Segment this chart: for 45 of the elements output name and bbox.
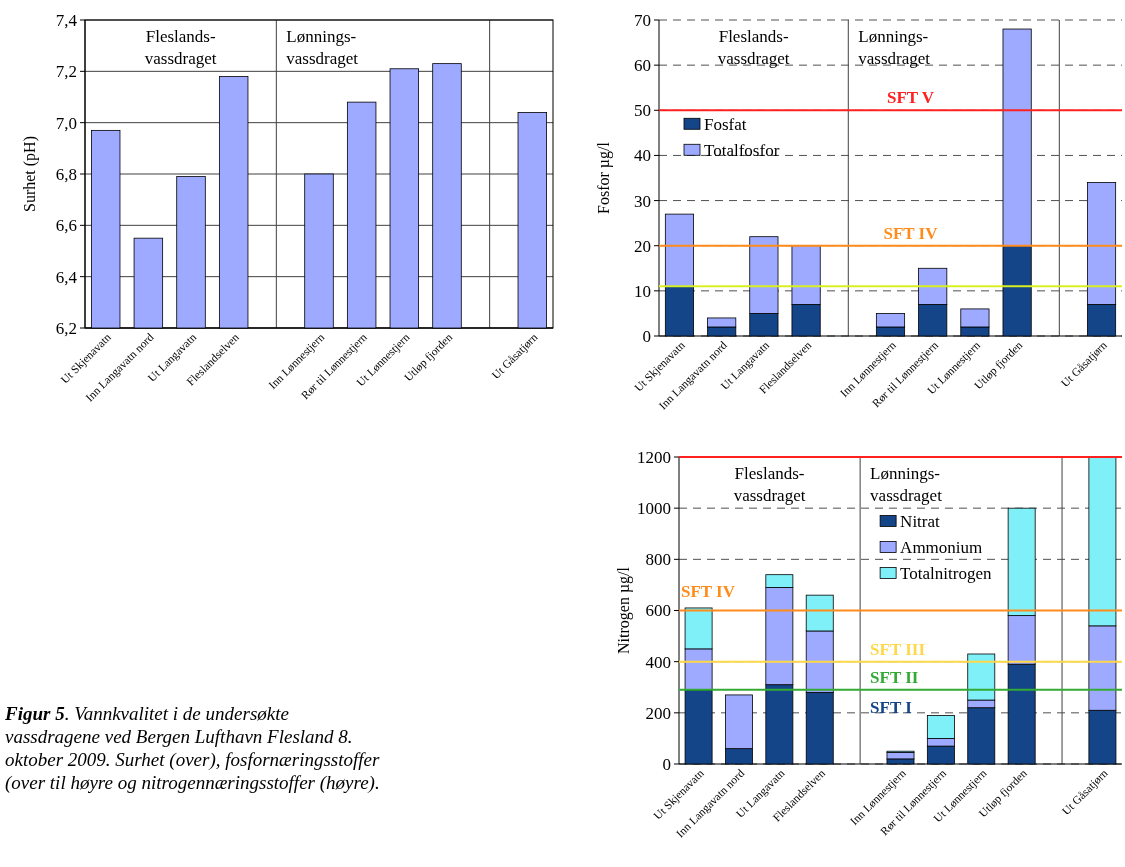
y-tick-label: 0 <box>642 326 651 346</box>
y-tick-label: 1000 <box>637 499 671 519</box>
y-axis-title: Nitrogen µg/l <box>615 566 633 654</box>
y-axis-title: Surhet (pH) <box>21 136 39 212</box>
y-tick-label: 200 <box>645 703 671 723</box>
legend-label: Nitrat <box>900 512 941 532</box>
annotation: Fleslands- vassdraget <box>144 27 217 68</box>
annotation: SFT I <box>870 698 913 718</box>
annotation: Lønnings- vassdraget <box>858 27 931 68</box>
text: Figur 5 <box>4 703 66 724</box>
legend-label: Totalfosfor <box>704 141 780 161</box>
y-tick-label: 6,4 <box>55 267 78 287</box>
y-tick-label: 6,6 <box>55 216 77 236</box>
legend-label: Ammonium <box>900 538 983 558</box>
y-tick-label: 600 <box>645 601 671 621</box>
annotation: Lønnings- vassdraget <box>870 464 943 505</box>
ref-line-label: SFT II <box>870 667 919 687</box>
y-tick-label: 800 <box>645 550 671 570</box>
y-tick-label: 6,2 <box>55 318 77 338</box>
y-tick-label: 7,4 <box>55 10 78 30</box>
y-tick-label: 10 <box>634 281 651 301</box>
y-tick-label: 1200 <box>637 447 671 467</box>
y-tick-label: 20 <box>634 236 651 256</box>
y-tick-label: 7,0 <box>55 113 77 133</box>
y-tick-label: 0 <box>662 754 671 774</box>
y-tick-label: 30 <box>634 191 651 211</box>
annotation: Fleslands- vassdraget <box>733 464 806 505</box>
annotation: Fleslands- vassdraget <box>717 27 790 68</box>
ref-line-label: SFT IV <box>681 581 736 601</box>
legend-label: Totalnitrogen <box>900 564 992 584</box>
y-tick-label: 40 <box>634 146 651 166</box>
ref-line-label: SFT IV <box>883 223 939 243</box>
y-tick-label: 50 <box>634 101 651 121</box>
ref-line-label: SFT III <box>870 639 926 659</box>
legend-label: Fosfat <box>704 115 747 135</box>
ref-line-label: SFT V <box>886 88 935 108</box>
y-tick-label: 70 <box>634 10 651 30</box>
y-tick-label: 400 <box>645 652 671 672</box>
y-tick-label: 7,2 <box>55 62 77 82</box>
y-tick-label: 6,8 <box>55 164 77 184</box>
bar <box>664 213 695 287</box>
bar <box>1002 28 1032 247</box>
annotation: Lønnings- vassdraget <box>286 27 359 68</box>
y-tick-label: 60 <box>634 56 651 76</box>
y-axis-title: Fosfor µg/l <box>595 141 613 214</box>
